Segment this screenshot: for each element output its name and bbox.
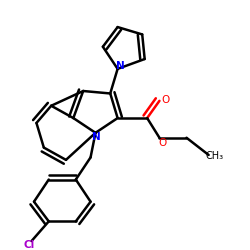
Text: O: O: [162, 94, 170, 104]
Text: O: O: [158, 138, 166, 148]
Text: N: N: [92, 132, 101, 142]
Text: Cl: Cl: [24, 240, 35, 250]
Text: CH₃: CH₃: [206, 151, 224, 161]
Text: N: N: [116, 61, 125, 71]
